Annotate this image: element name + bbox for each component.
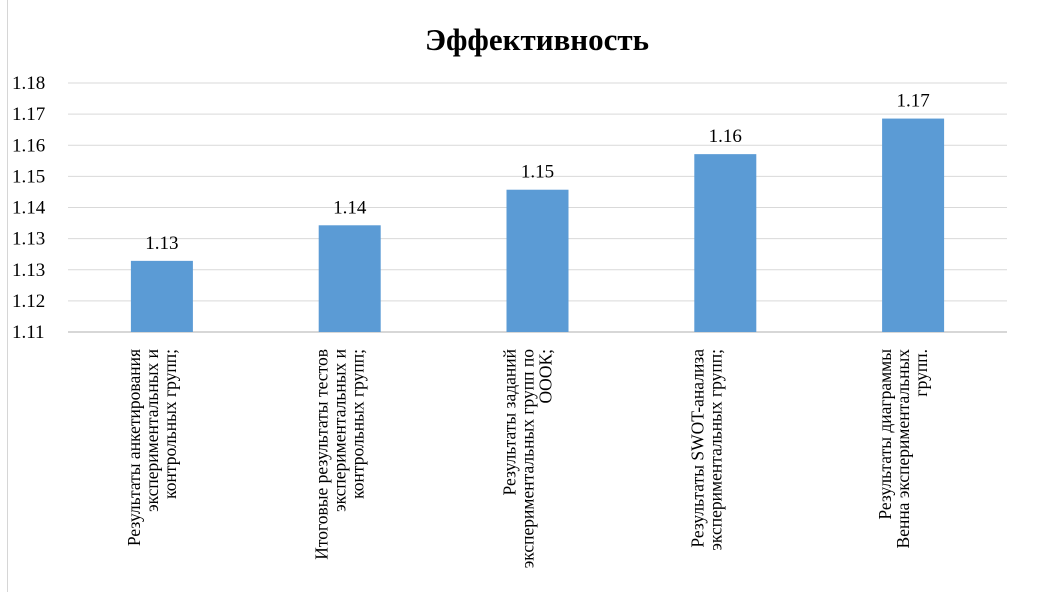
x-tick-label-line: Результаты SWOT-анализа: [687, 349, 707, 548]
bar: [130, 260, 193, 332]
chart-title: Эффективность: [425, 22, 649, 57]
y-tick-label: 1.14: [12, 198, 46, 219]
data-labels: 1.13 1.14 1.15 1.16 1.17: [145, 91, 929, 254]
x-tick-label-line: экспериментальных групп;: [705, 349, 725, 551]
x-tick-label-line: ОООК;: [536, 349, 556, 403]
x-tick-label-line: Венна экспериментальных: [893, 349, 913, 549]
x-tick-label-line: экспериментальных групп по: [518, 349, 538, 568]
x-tick-label: Итоговые результаты тестовэксперименталь…: [312, 349, 368, 560]
x-tick-label-line: контрольных групп;: [160, 349, 180, 499]
bars: [130, 118, 945, 332]
y-tick-label: 1.17: [12, 104, 45, 125]
x-tick-label-line: Результаты анкетирования: [124, 349, 144, 546]
x-tick-label-line: Результаты заданий: [500, 349, 520, 495]
x-tick-label-line: Итоговые результаты тестов: [312, 349, 332, 560]
x-tick-label: Результаты SWOT-анализаэкспериментальных…: [687, 349, 725, 551]
y-tick-label: 1.13: [12, 229, 45, 250]
x-axis-ticks: Результаты анкетированияэкспериментальны…: [124, 349, 931, 568]
bar: [694, 154, 757, 332]
x-tick-label-line: контрольных групп;: [348, 349, 368, 499]
bar: [882, 118, 945, 332]
x-tick-label: Результаты анкетированияэкспериментальны…: [124, 349, 180, 546]
bar: [506, 189, 569, 332]
data-label: 1.14: [333, 197, 367, 218]
y-tick-label: 1.13: [12, 260, 45, 281]
data-label: 1.13: [145, 233, 178, 254]
y-tick-label: 1.12: [12, 291, 45, 312]
x-tick-label-line: экспериментальных и: [142, 349, 162, 512]
x-tick-label-line: групп.: [911, 349, 931, 397]
data-label: 1.15: [521, 162, 554, 183]
y-axis-ticks: 1.11 1.12 1.13 1.13 1.14 1.15 1.16 1.17 1.18: [12, 73, 46, 343]
data-label: 1.16: [709, 126, 742, 147]
data-label: 1.17: [896, 91, 929, 112]
left-border-line: [7, 0, 8, 592]
y-tick-label: 1.16: [12, 135, 45, 156]
y-tick-label: 1.15: [12, 166, 45, 187]
x-tick-label-line: Результаты диаграммы: [875, 349, 895, 520]
y-tick-label: 1.11: [12, 322, 45, 343]
x-tick-label-line: экспериментальных и: [330, 349, 350, 512]
bar: [318, 225, 381, 332]
y-tick-label: 1.18: [12, 73, 45, 94]
